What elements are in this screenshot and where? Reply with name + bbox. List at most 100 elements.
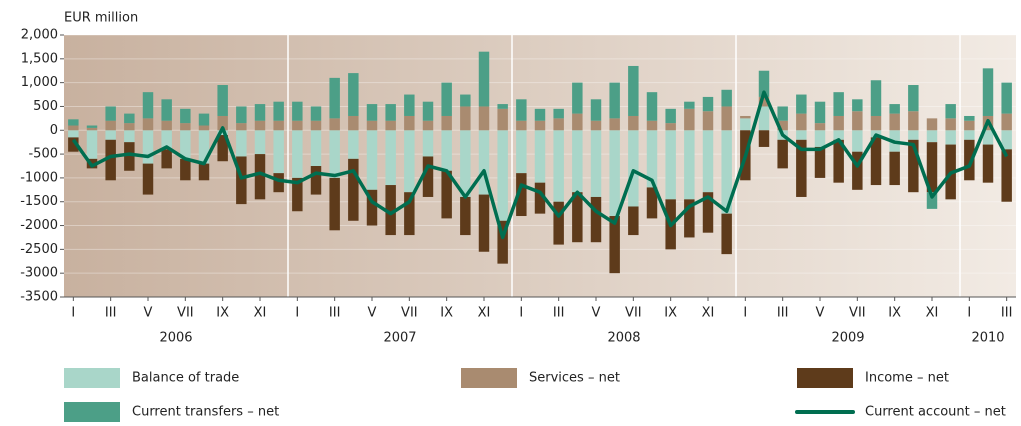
bar — [124, 123, 135, 131]
bar — [161, 130, 172, 150]
legend-label: Services – net — [529, 371, 620, 386]
bar — [553, 130, 564, 202]
y-tick-label: -3500 — [20, 290, 58, 305]
bar — [441, 115, 452, 131]
bar — [180, 130, 191, 159]
bar — [945, 104, 956, 119]
bar — [198, 130, 210, 164]
y-tick-label: 0 — [50, 123, 58, 138]
bar — [385, 185, 396, 236]
bar — [180, 158, 191, 181]
bar — [590, 130, 602, 197]
bar — [292, 120, 303, 131]
bar — [982, 144, 994, 183]
bar — [142, 92, 154, 119]
y-axis-label: EUR million — [64, 11, 138, 26]
bar — [1001, 113, 1012, 131]
bar — [105, 120, 116, 131]
legend-label: Income – net — [865, 371, 949, 386]
line — [71, 90, 1009, 240]
bar — [609, 82, 620, 119]
bar — [310, 130, 322, 166]
bar — [142, 118, 154, 131]
bar — [908, 130, 919, 140]
bar — [833, 130, 844, 140]
bar — [68, 130, 79, 138]
x-tick-label: III — [329, 306, 341, 321]
bar — [254, 130, 266, 155]
x-tick-label: VII — [401, 306, 418, 321]
bar — [908, 85, 919, 112]
bar — [198, 113, 210, 126]
bar — [964, 115, 975, 121]
bar — [684, 108, 695, 131]
bar — [217, 85, 228, 116]
bar — [124, 142, 135, 171]
x-tick-label: V — [368, 306, 377, 321]
bar — [758, 96, 770, 107]
bar — [161, 149, 172, 169]
bar — [852, 130, 863, 152]
x-tick-label: XI — [478, 306, 491, 321]
bar — [404, 94, 415, 116]
bar — [777, 139, 788, 169]
bar — [721, 106, 732, 131]
bar — [217, 135, 228, 162]
x-tick-label: IX — [664, 306, 677, 321]
bar — [460, 196, 471, 236]
year-label: 2008 — [607, 331, 640, 346]
bar — [124, 130, 135, 143]
bar — [572, 82, 583, 114]
bar — [86, 125, 98, 128]
y-tick-label: 1,000 — [21, 75, 58, 90]
legend-swatch — [461, 368, 517, 388]
bar — [161, 99, 172, 121]
bar — [404, 130, 415, 193]
legend-swatch — [797, 368, 853, 388]
bar — [964, 120, 975, 131]
x-tick-label: I — [295, 306, 299, 321]
bar — [310, 120, 322, 131]
bar — [460, 106, 471, 131]
bar — [777, 120, 788, 131]
bar — [908, 111, 919, 131]
bar — [833, 139, 844, 183]
bar — [534, 182, 546, 214]
bar — [870, 115, 882, 131]
y-tick-label: -500 — [28, 147, 58, 162]
bar — [572, 192, 583, 243]
bar — [814, 146, 826, 178]
x-tick-label: III — [105, 306, 117, 321]
bar — [572, 113, 583, 131]
x-tick-label: VII — [625, 306, 642, 321]
bar — [217, 115, 228, 131]
bar — [814, 123, 826, 131]
bar — [366, 104, 378, 121]
bar — [926, 118, 938, 131]
bar — [273, 130, 284, 174]
bar — [926, 130, 938, 143]
bar — [926, 192, 938, 209]
bar — [553, 108, 564, 119]
bar — [273, 120, 284, 131]
bar — [329, 130, 340, 178]
bar — [497, 220, 508, 264]
y-tick-label: -2500 — [20, 242, 58, 257]
bar — [329, 77, 340, 119]
bar — [889, 104, 900, 114]
bar — [702, 111, 714, 131]
bar — [852, 111, 863, 131]
bar — [385, 104, 396, 121]
bar — [721, 213, 732, 255]
bar — [441, 170, 452, 219]
legend-label: Balance of trade — [132, 371, 239, 386]
bar — [1001, 130, 1012, 150]
bar — [740, 115, 751, 119]
bar — [758, 130, 770, 147]
x-tick-label: IX — [216, 306, 229, 321]
bar — [646, 120, 658, 131]
bar — [385, 130, 396, 186]
bar — [590, 120, 602, 131]
bar — [609, 130, 620, 217]
x-tick-label: I — [519, 306, 523, 321]
